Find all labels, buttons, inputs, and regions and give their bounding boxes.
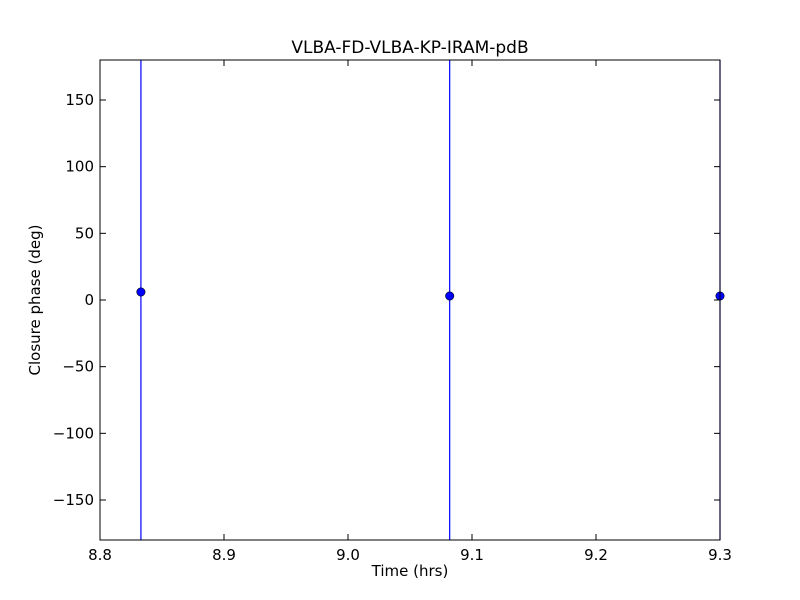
plot-marks bbox=[136, 60, 725, 540]
x-tick-label: 8.9 bbox=[212, 546, 236, 564]
x-axis-label: Time (hrs) bbox=[371, 562, 449, 580]
chart-title: VLBA-FD-VLBA-KP-IRAM-pdB bbox=[291, 38, 528, 58]
y-tick-label: 50 bbox=[75, 224, 94, 242]
x-tick-label: 8.8 bbox=[88, 546, 112, 564]
x-tick-label: 9.3 bbox=[708, 546, 732, 564]
y-tick-label: 100 bbox=[65, 158, 94, 176]
plot-frame bbox=[99, 59, 721, 541]
y-tick-label: 150 bbox=[65, 91, 94, 109]
y-tick-label: 0 bbox=[84, 291, 94, 309]
data-point-2 bbox=[445, 291, 455, 301]
y-tick-label: −50 bbox=[62, 358, 94, 376]
axis-ticks: 8.8 8.9 9.0 9.1 9.2 9.3 −150 −100 −50 0 50 100 150 bbox=[53, 60, 732, 564]
y-tick-label: −150 bbox=[53, 491, 94, 509]
y-axis-label: Closure phase (deg) bbox=[26, 225, 44, 376]
x-tick-label: 9.2 bbox=[584, 546, 608, 564]
data-point-1 bbox=[136, 287, 146, 297]
y-tick-label: −100 bbox=[53, 424, 94, 442]
x-tick-label: 9.1 bbox=[460, 546, 484, 564]
x-tick-label: 9.0 bbox=[336, 546, 360, 564]
